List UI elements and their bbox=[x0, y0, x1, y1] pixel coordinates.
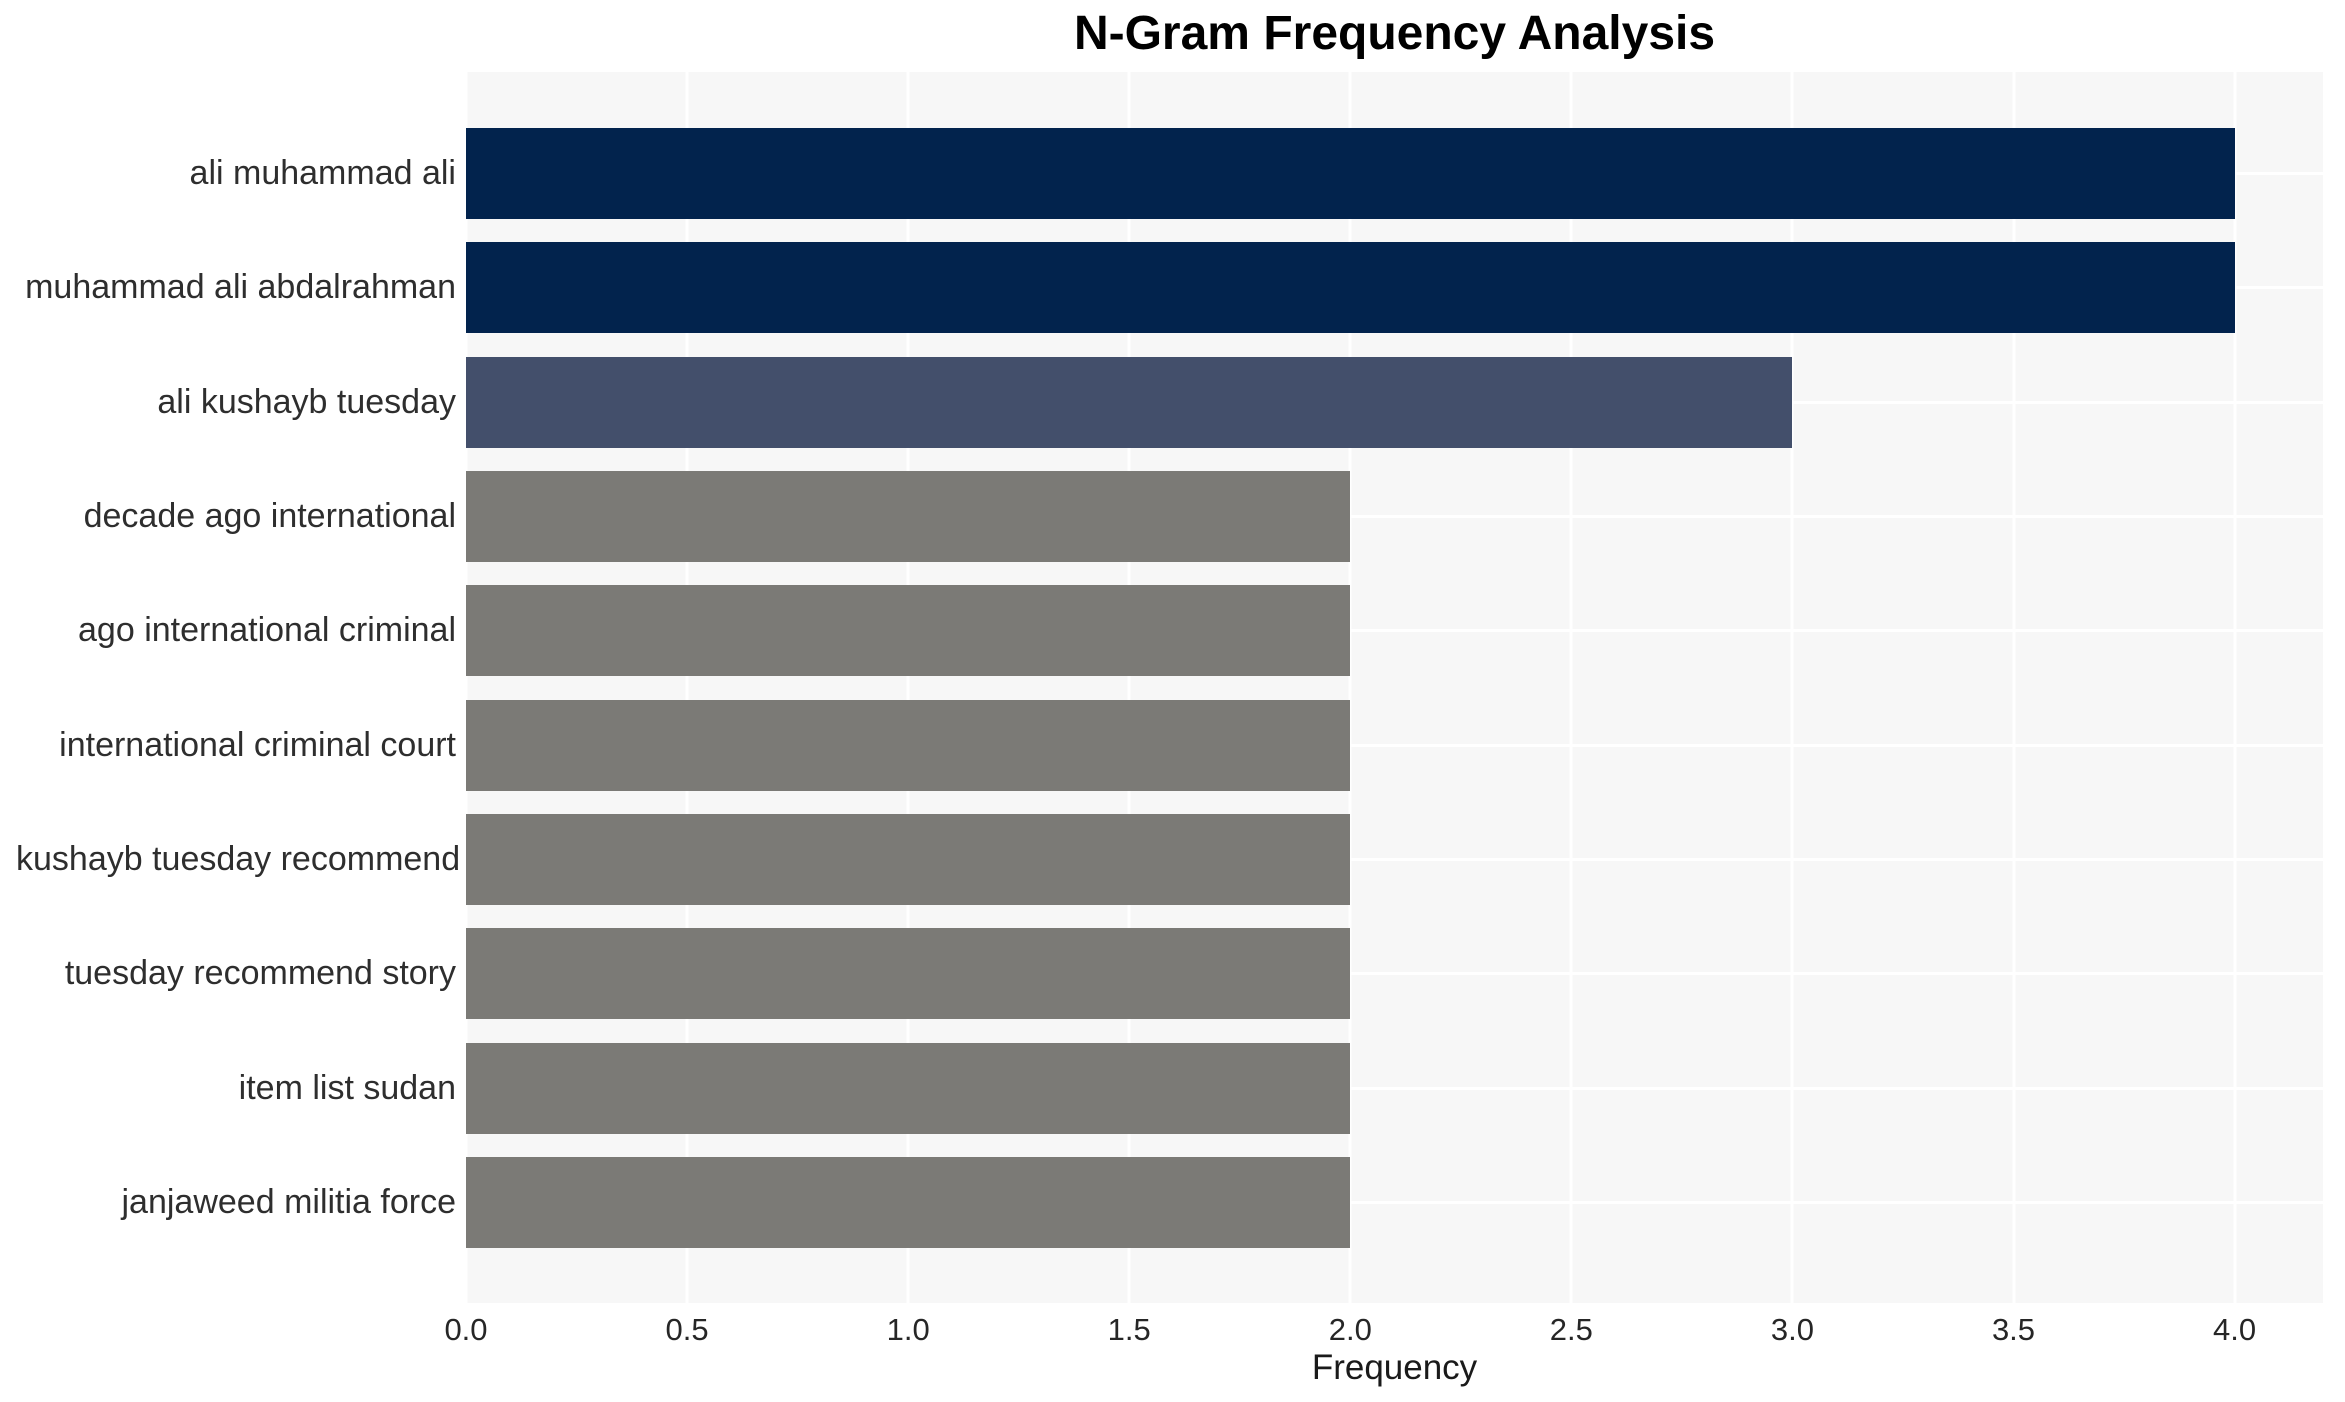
y-axis-label: ali muhammad ali bbox=[189, 154, 456, 192]
bar-ali-kushayb-tuesday bbox=[466, 356, 1793, 448]
gridline-vertical bbox=[2233, 72, 2237, 1303]
bar-decade-ago-international bbox=[466, 470, 1351, 562]
y-axis-label: janjaweed militia force bbox=[121, 1182, 457, 1221]
gridline-horizontal bbox=[466, 629, 2323, 633]
bar-ali-muhammad-ali bbox=[466, 128, 2235, 219]
gridline-horizontal bbox=[466, 857, 2323, 861]
bar-tuesday-recommend-story bbox=[466, 928, 1351, 1020]
y-axis-label: kushayb tuesday recommend bbox=[16, 839, 461, 878]
y-axis-label: muhammad ali abdalrahman bbox=[25, 268, 456, 307]
bar-muhammad-ali-abdalrahman bbox=[466, 242, 2235, 334]
x-axis-tick-label: 0.0 bbox=[444, 1312, 488, 1347]
y-axis-label: item list sudan bbox=[238, 1068, 456, 1107]
y-axis-label: ali kushayb tuesday bbox=[157, 382, 456, 421]
x-axis-tick-label: 4.0 bbox=[2213, 1312, 2257, 1347]
bar-item-list-sudan bbox=[466, 1042, 1351, 1134]
x-axis-tick-label: 3.5 bbox=[1991, 1312, 2036, 1347]
bar-kushayb-tuesday-recommend bbox=[466, 813, 1351, 905]
x-axis-tick-label: 3.0 bbox=[1770, 1312, 1814, 1347]
x-axis-title: Frequency bbox=[1311, 1348, 1478, 1387]
bar-international-criminal-court bbox=[466, 699, 1351, 791]
gridline-vertical bbox=[1790, 72, 1794, 1303]
gridline-vertical bbox=[2012, 72, 2015, 1303]
x-axis-tick-label: 2.0 bbox=[1328, 1312, 1372, 1347]
gridline-horizontal bbox=[466, 514, 2323, 518]
y-axis-label: tuesday recommend story bbox=[64, 954, 456, 993]
gridline-vertical bbox=[906, 72, 910, 1303]
gridline-vertical bbox=[1127, 72, 1131, 1303]
x-axis-tick-label: 0.5 bbox=[665, 1312, 709, 1347]
gridline-vertical bbox=[466, 72, 468, 1303]
y-axis-label: ago international criminal bbox=[78, 611, 456, 650]
bar-ago-international-criminal bbox=[466, 585, 1351, 677]
gridline-vertical bbox=[1569, 72, 1573, 1303]
gridline-horizontal bbox=[466, 743, 2323, 747]
gridline-horizontal bbox=[466, 972, 2323, 976]
gridline-vertical bbox=[1348, 72, 1352, 1303]
bar-janjaweed-militia-force bbox=[466, 1156, 1351, 1248]
plot-area bbox=[466, 72, 2323, 1303]
x-axis-tick-label: 1.0 bbox=[886, 1312, 930, 1347]
x-axis-tick-label: 2.5 bbox=[1549, 1312, 1593, 1347]
x-axis-tick-label: 1.5 bbox=[1107, 1312, 1151, 1347]
y-axis-label: international criminal court bbox=[59, 725, 456, 764]
y-axis-label: decade ago international bbox=[83, 496, 456, 535]
chart-title: N-Gram Frequency Analysis bbox=[1073, 7, 1716, 60]
gridline-horizontal bbox=[466, 1086, 2323, 1090]
gridline-vertical bbox=[685, 72, 689, 1303]
gridline-horizontal bbox=[466, 1200, 2323, 1204]
